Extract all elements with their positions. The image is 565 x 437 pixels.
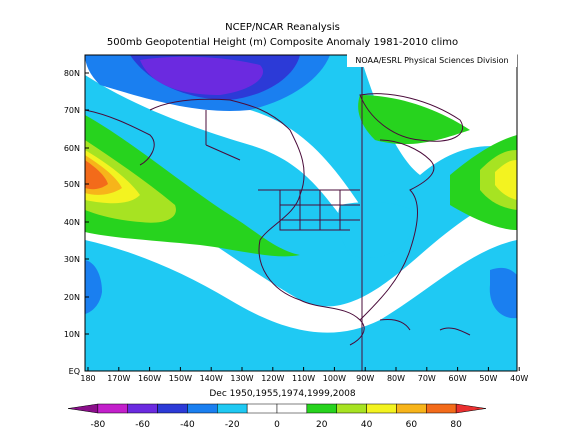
southeast-negative	[338, 202, 420, 259]
coastlines	[85, 93, 471, 346]
colorbar-label: 60	[406, 420, 418, 430]
map-title: NCEP/NCAR Reanalysis	[225, 22, 340, 33]
colorbar-swatch	[455, 403, 487, 414]
colorbar-label: 40	[361, 420, 373, 430]
lat-label: 80N	[64, 69, 80, 78]
lat-label: 30N	[64, 255, 80, 264]
lon-label: 150W	[169, 374, 192, 383]
pacific-negative	[85, 260, 102, 314]
colorbar-swatch	[306, 403, 337, 414]
lat-label: 50N	[64, 180, 80, 189]
date-caption: Dec 1950,1955,1974,1999,2008	[209, 389, 356, 399]
colorbar-swatch	[336, 403, 367, 414]
lon-label: 180	[80, 374, 95, 383]
colorbar-label: -80	[91, 420, 106, 430]
colorbar-swatch	[127, 403, 158, 414]
lat-label: 60N	[64, 144, 80, 153]
colorbar-swatch	[217, 403, 248, 414]
colorbar-label: -40	[180, 420, 195, 430]
colorbar-swatch	[97, 403, 128, 414]
colorbar-swatch	[276, 403, 308, 414]
colorbar-label: -60	[135, 420, 150, 430]
colorbar-swatch	[426, 403, 457, 414]
lon-label: 100W	[323, 374, 346, 383]
arctic-negative-extreme	[140, 56, 264, 95]
colorbar-label: 0	[274, 420, 280, 430]
lat-label: 70N	[64, 106, 80, 115]
lon-label: 80W	[387, 374, 405, 383]
colorbar-swatch	[157, 403, 188, 414]
lat-label: 40N	[64, 218, 80, 227]
colorbar-swatch	[67, 403, 99, 414]
zero-band	[85, 170, 517, 333]
lon-label: 130W	[230, 374, 253, 383]
plot-frame	[84, 54, 518, 372]
lat-label: 10N	[64, 330, 80, 339]
atlantic-negative	[489, 267, 517, 319]
atlantic-positive-strong	[495, 160, 517, 200]
colorbar-label: 80	[450, 420, 462, 430]
lon-label: 60W	[449, 374, 467, 383]
lat-axis: 80N 70N 60N 50N 40N 30N 20N 10N EQ	[64, 69, 89, 376]
colorbar-swatch	[187, 403, 218, 414]
lat-label: EQ	[69, 367, 80, 376]
lon-label: 120W	[261, 374, 284, 383]
lon-label: 110W	[292, 374, 315, 383]
pacific-positive-extreme	[85, 160, 108, 190]
lat-label: 20N	[64, 293, 80, 302]
map-subtitle: 500mb Geopotential Height (m) Composite …	[106, 37, 459, 48]
lon-label: 70W	[418, 374, 436, 383]
lon-label: 140W	[200, 374, 223, 383]
colorbar: -80 -60 -40 -20 0 20 40 60 80	[67, 403, 487, 430]
colorbar-swatch	[396, 403, 427, 414]
colorbar-label: 20	[316, 420, 328, 430]
lon-label: 160W	[138, 374, 161, 383]
greenland-positive	[358, 95, 470, 145]
lon-label: 170W	[107, 374, 130, 383]
lon-label: 50W	[479, 374, 497, 383]
lon-label: 90W	[356, 374, 374, 383]
lon-label: 40W	[510, 374, 528, 383]
colorbar-swatch	[366, 403, 397, 414]
colorbar-swatch	[246, 403, 278, 414]
lon-axis: 180 170W 160W 150W 140W 130W 120W 110W 100W 90W 80…	[80, 367, 528, 383]
colorbar-label: -20	[225, 420, 240, 430]
credit-label: NOAA/ESRL Physical Sciences Division	[347, 54, 517, 67]
